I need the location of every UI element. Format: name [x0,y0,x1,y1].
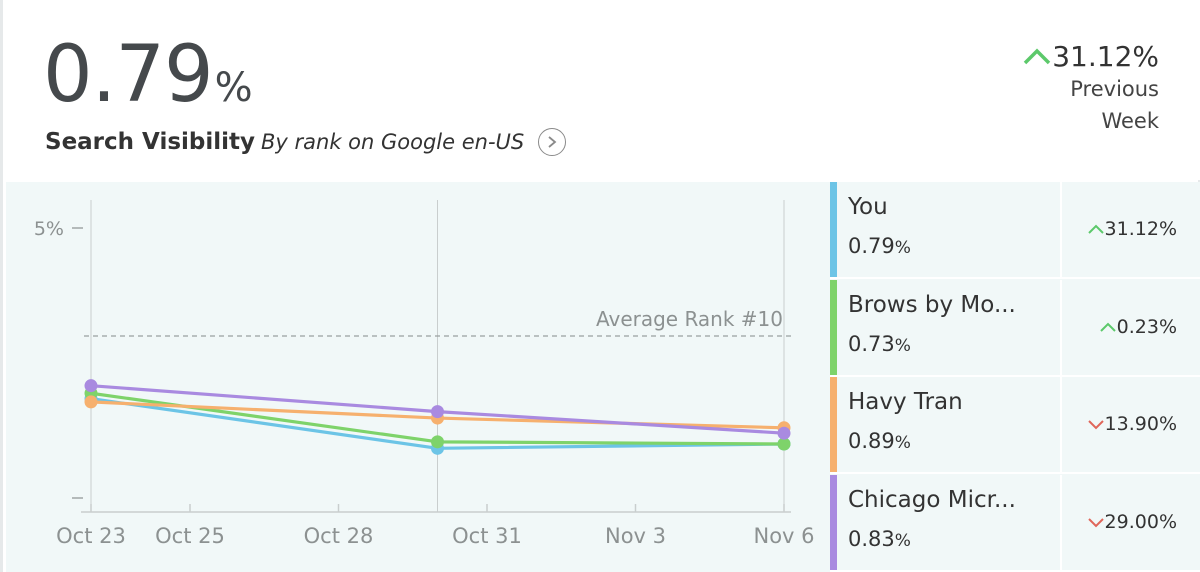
legend-change: 29.00% [1087,511,1177,533]
x-tick-label: Oct 28 [304,524,374,548]
legend-site-name: You [848,194,888,220]
x-tick-label: Oct 25 [155,524,225,548]
arrow-up-icon [1099,322,1116,332]
legend-row[interactable]: Brows by Mo... 0.73% 0.23% [830,279,1200,377]
legend-visibility-value: 0.83% [848,527,911,551]
legend-change-value: 13.90% [1104,413,1177,435]
y-tick-label: 5% [34,218,64,240]
legend-visibility-value: 0.79% [848,234,911,258]
legend-visibility-value: 0.73% [848,332,911,356]
legend-site-name: Brows by Mo... [848,291,1016,318]
legend-change-value: 29.00% [1104,510,1177,533]
visibility-value: 0.79% [43,36,253,114]
legend-change: 13.90% [1087,413,1177,435]
legend-value-number: 0.89 [848,429,895,453]
average-rank-label: Average Rank #10 [596,307,783,331]
chart-area: Oct 23 Oct 25 Oct 28 Oct 31 Nov 3 Nov 6 5% Aver… [6,182,830,572]
legend-value-unit: % [894,433,911,453]
card-header: 0.79% Search Visibility By rank on Googl… [3,0,1200,180]
legend-value-number: 0.73 [848,331,895,356]
x-tick-label: Oct 23 [56,524,126,548]
visibility-number: 0.79 [43,30,214,120]
competitor-legend: You 0.79% 31.12% Brows by Mo... 0.73% 0.23% Ha… [830,182,1200,572]
legend-color-bar [830,182,837,277]
legend-site-name: Chicago Micr... [848,486,1016,513]
series-point [84,379,98,393]
arrow-down-icon [1087,420,1104,430]
legend-change: 0.23% [1099,316,1177,338]
series-point [431,405,444,419]
legend-change-value: 0.23% [1116,315,1177,338]
title-row: Search Visibility By rank on Google en-U… [45,128,567,156]
period-change-value: 31.12% [1052,40,1159,73]
legend-row[interactable]: Havy Tran 0.89% 13.90% [830,377,1200,474]
legend-value-unit: % [894,530,911,551]
series-point [777,426,791,440]
arrow-up-icon [1087,224,1104,234]
series-point [777,437,791,451]
period-change-label: Previous Week [1070,77,1159,133]
legend-value-unit: % [894,335,911,356]
card-title: Search Visibility [45,129,255,155]
legend-divider [1060,474,1062,570]
x-tick-label: Nov 6 [753,524,814,548]
line-chart: Oct 23 Oct 25 Oct 28 Oct 31 Nov 3 Nov 6 5% Aver… [34,200,815,548]
period-change: 31.12% Previous Week [1022,40,1159,137]
legend-value-number: 0.79 [848,234,895,258]
legend-value-number: 0.83 [848,526,895,551]
legend-color-bar [830,474,837,570]
card-subtitle: By rank on Google en-US [261,130,525,154]
legend-site-name: Havy Tran [848,389,963,415]
legend-color-bar [830,377,837,472]
legend-change-value: 31.12% [1104,218,1177,240]
legend-divider [1060,279,1062,375]
arrow-up-icon [1023,48,1051,64]
chevron-right-icon [548,136,557,148]
series-point [84,395,98,409]
legend-change: 31.12% [1087,218,1177,240]
legend-row[interactable]: You 0.79% 31.12% [830,182,1200,279]
legend-value-unit: % [894,238,911,258]
x-tick-label: Nov 3 [605,524,666,548]
arrow-down-icon [1087,517,1104,527]
x-tick-label: Oct 31 [452,524,522,548]
series-point [431,435,444,449]
visibility-unit: % [214,65,253,111]
legend-row[interactable]: Chicago Micr... 0.83% 29.00% [830,474,1200,572]
legend-visibility-value: 0.89% [848,429,911,453]
legend-divider [1060,377,1062,472]
details-chevron-button[interactable] [538,128,567,156]
legend-divider [1060,182,1062,277]
legend-color-bar [830,279,837,375]
